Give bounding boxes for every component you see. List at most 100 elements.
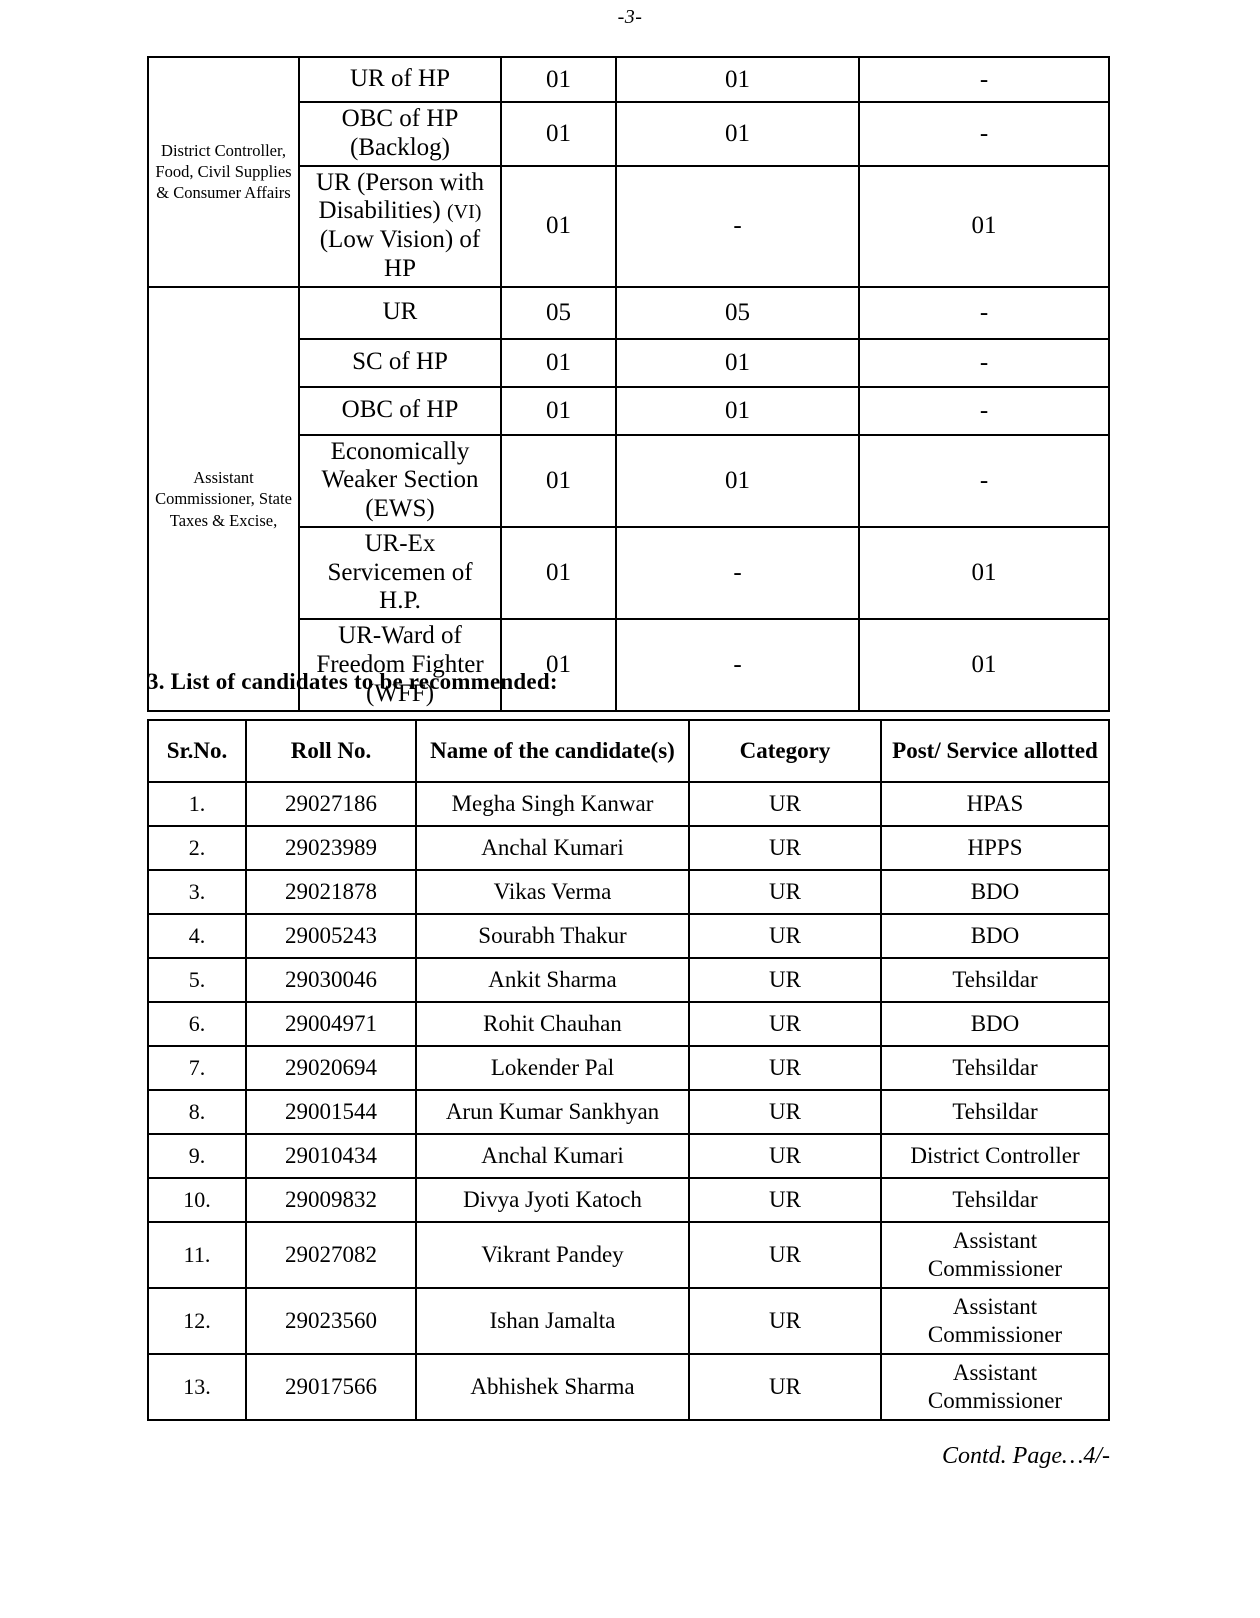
total-vacancies-cell: 01 <box>500 433 617 528</box>
cell-category: UR <box>688 913 882 959</box>
category-cell: OBC of HP (Backlog) <box>298 101 502 167</box>
category-text-part2: (Low Vision) of HP <box>319 226 481 282</box>
table-row: 1. 29027186 Megha Singh Kanwar UR HPAS <box>147 781 1110 827</box>
shortfall-cell: - <box>858 56 1110 103</box>
category-cell: Economically Weaker Section (EWS) <box>298 433 502 528</box>
shortfall-cell: 01 <box>858 164 1110 288</box>
cell-category: UR <box>688 825 882 871</box>
table-row: 13. 29017566 Abhishek Sharma UR Assistan… <box>147 1353 1110 1421</box>
recommended-cell: - <box>615 525 860 621</box>
cell-category: UR <box>688 1221 882 1289</box>
cell-post: BDO <box>880 1001 1110 1047</box>
table-row: UR (Person with Disabilities) (VI) (Low … <box>148 164 1110 288</box>
table-row: District Controller, Food, Civil Supplie… <box>147 56 1110 288</box>
cell-srno: 1. <box>147 781 247 827</box>
cell-srno: 10. <box>147 1177 247 1223</box>
total-vacancies-cell: 01 <box>500 525 617 621</box>
table-row: Assistant Commissioner, State Taxes & Ex… <box>147 285 1110 713</box>
cell-post: BDO <box>880 913 1110 959</box>
cell-post: Tehsildar <box>880 1089 1110 1135</box>
cell-category: UR <box>688 1353 882 1421</box>
cell-name: Anchal Kumari <box>415 1133 690 1179</box>
cell-srno: 12. <box>147 1287 247 1355</box>
shortfall-cell: - <box>858 101 1110 167</box>
cell-post: Tehsildar <box>880 1045 1110 1091</box>
cell-name: Divya Jyoti Katoch <box>415 1177 690 1223</box>
column-header-roll-no: Roll No. <box>245 719 417 783</box>
column-header-srno: Sr.No. <box>147 719 247 783</box>
cell-srno: 7. <box>147 1045 247 1091</box>
column-header-name: Name of the candidate(s) <box>415 719 690 783</box>
table-row: UR-Ex Servicemen of H.P. 01 - 01 <box>148 525 1110 621</box>
shortfall-cell: - <box>858 433 1110 528</box>
cell-srno: 8. <box>147 1089 247 1135</box>
cell-roll-no: 29027186 <box>245 781 417 827</box>
cell-category: UR <box>688 957 882 1003</box>
table-header-row: Sr.No. Roll No. Name of the candidate(s)… <box>147 719 1110 783</box>
table-row: 12. 29023560 Ishan Jamalta UR Assistant … <box>147 1287 1110 1355</box>
table-row: 3. 29021878 Vikas Verma UR BDO <box>147 869 1110 915</box>
cell-post: District Controller <box>880 1133 1110 1179</box>
recommended-cell: 01 <box>615 101 860 167</box>
table-row: 6. 29004971 Rohit Chauhan UR BDO <box>147 1001 1110 1047</box>
cell-post: BDO <box>880 869 1110 915</box>
table-row: 5. 29030046 Ankit Sharma UR Tehsildar <box>147 957 1110 1003</box>
cell-name: Ishan Jamalta <box>415 1287 690 1355</box>
cell-srno: 6. <box>147 1001 247 1047</box>
total-vacancies-cell: 01 <box>500 617 617 713</box>
cell-name: Megha Singh Kanwar <box>415 781 690 827</box>
cell-roll-no: 29023989 <box>245 825 417 871</box>
cell-category: UR <box>688 869 882 915</box>
post-name-cell: District Controller, Food, Civil Supplie… <box>147 56 300 288</box>
shortfall-cell: - <box>858 337 1110 388</box>
shortfall-cell: - <box>858 285 1110 340</box>
cell-roll-no: 29009832 <box>245 1177 417 1223</box>
cell-roll-no: 29023560 <box>245 1287 417 1355</box>
cell-srno: 11. <box>147 1221 247 1289</box>
cell-roll-no: 29021878 <box>245 869 417 915</box>
cell-name: Anchal Kumari <box>415 825 690 871</box>
cell-name: Vikrant Pandey <box>415 1221 690 1289</box>
category-cell: UR <box>298 285 502 340</box>
total-vacancies-cell: 01 <box>500 56 617 103</box>
cell-category: UR <box>688 1287 882 1355</box>
cell-name: Sourabh Thakur <box>415 913 690 959</box>
recommended-cell: 05 <box>615 285 860 340</box>
recommended-cell: - <box>615 164 860 288</box>
cell-srno: 2. <box>147 825 247 871</box>
cell-name: Abhishek Sharma <box>415 1353 690 1421</box>
page-number: -3- <box>617 6 643 28</box>
cell-roll-no: 29027082 <box>245 1221 417 1289</box>
table-row: 11. 29027082 Vikrant Pandey UR Assistant… <box>147 1221 1110 1289</box>
cell-roll-no: 29005243 <box>245 913 417 959</box>
total-vacancies-cell: 01 <box>500 385 617 436</box>
table-row: UR-Ward of Freedom Fighter (WFF) 01 - 01 <box>148 617 1110 713</box>
cell-category: UR <box>688 1045 882 1091</box>
cell-post: Tehsildar <box>880 1177 1110 1223</box>
cell-roll-no: 29004971 <box>245 1001 417 1047</box>
cell-post: Assistant Commissioner <box>880 1353 1110 1421</box>
continued-page-note: Contd. Page…4/- <box>942 1443 1110 1469</box>
cell-post: Assistant Commissioner <box>880 1221 1110 1289</box>
total-vacancies-cell: 05 <box>500 285 617 340</box>
cell-name: Rohit Chauhan <box>415 1001 690 1047</box>
shortfall-cell: 01 <box>858 617 1110 713</box>
table-row: 2. 29023989 Anchal Kumari UR HPPS <box>147 825 1110 871</box>
recommended-cell: - <box>615 617 860 713</box>
category-cell: UR (Person with Disabilities) (VI) (Low … <box>298 164 502 288</box>
total-vacancies-cell: 01 <box>500 164 617 288</box>
cell-name: Ankit Sharma <box>415 957 690 1003</box>
table-row: OBC of HP 01 01 - <box>148 385 1110 436</box>
column-header-category: Category <box>688 719 882 783</box>
category-text-part1: UR (Person with Disabilities) <box>315 168 485 225</box>
cell-post: HPPS <box>880 825 1110 871</box>
vacancy-breakup-table: District Controller, Food, Civil Supplie… <box>147 56 1110 713</box>
cell-category: UR <box>688 1133 882 1179</box>
cell-srno: 13. <box>147 1353 247 1421</box>
cell-roll-no: 29001544 <box>245 1089 417 1135</box>
category-cell: UR-Ex Servicemen of H.P. <box>298 525 502 621</box>
cell-post: HPAS <box>880 781 1110 827</box>
cell-category: UR <box>688 1089 882 1135</box>
table-row: 8. 29001544 Arun Kumar Sankhyan UR Tehsi… <box>147 1089 1110 1135</box>
table-row: 9. 29010434 Anchal Kumari UR District Co… <box>147 1133 1110 1179</box>
